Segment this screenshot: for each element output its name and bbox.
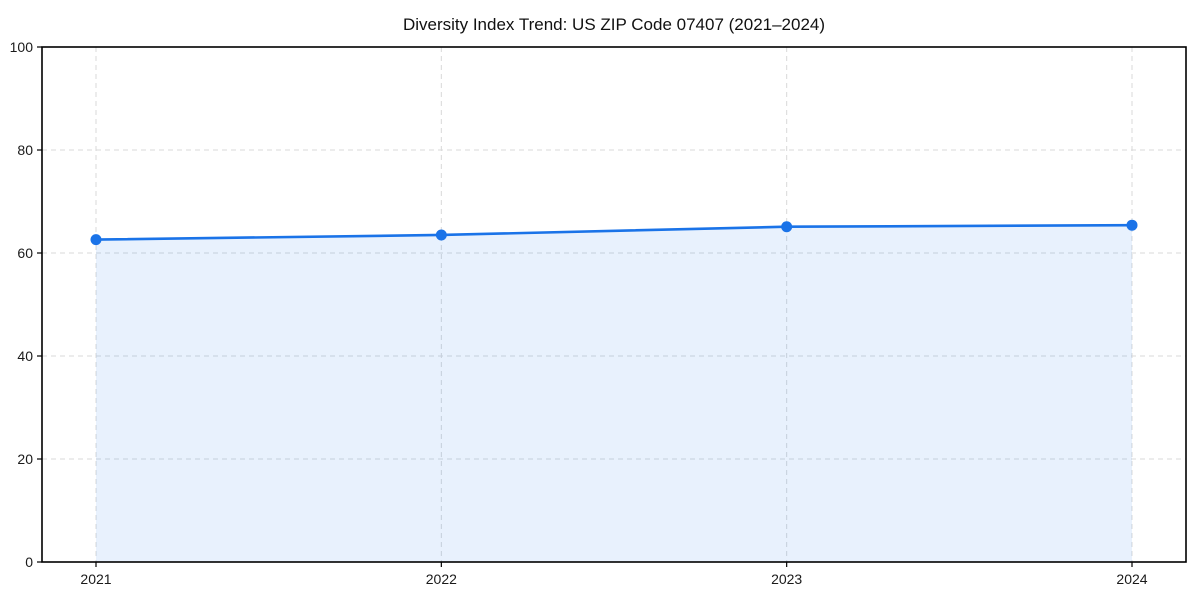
x-tick-label: 2023 (771, 571, 802, 587)
y-tick-label: 60 (17, 245, 33, 261)
area-fill (96, 225, 1132, 562)
x-tick-label: 2022 (426, 571, 457, 587)
y-tick-label: 20 (17, 451, 33, 467)
y-tick-label: 100 (10, 39, 34, 55)
y-tick-label: 80 (17, 142, 33, 158)
trend-line (94, 223, 1134, 241)
plot-frame (41, 46, 1187, 563)
x-tick-label: 2024 (1116, 571, 1147, 587)
data-point (781, 221, 793, 233)
y-tick-label: 0 (25, 554, 33, 570)
chart-title: Diversity Index Trend: US ZIP Code 07407… (403, 15, 825, 34)
data-point (1126, 219, 1138, 231)
data-point (435, 229, 447, 241)
data-point (90, 234, 102, 246)
y-tick-label: 40 (17, 348, 33, 364)
x-tick-label: 2021 (80, 571, 111, 587)
